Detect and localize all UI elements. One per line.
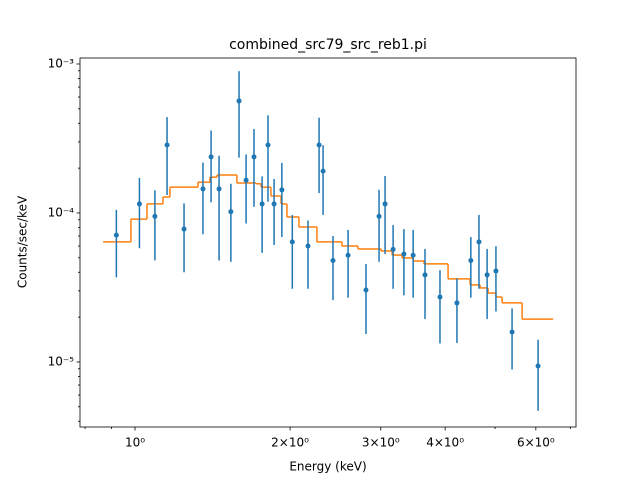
data-point [216, 186, 222, 192]
data-point [316, 142, 322, 148]
data-point [305, 243, 311, 249]
data-point [228, 209, 234, 215]
data-point [265, 142, 271, 148]
data-point [509, 329, 515, 335]
x-tick-label: 4×10⁰ [426, 436, 464, 450]
data-point [136, 201, 142, 207]
data-point [390, 246, 396, 252]
data-point [493, 268, 499, 274]
data-point [320, 168, 326, 174]
y-tick-label: 10⁻⁵ [48, 354, 75, 368]
data-point [468, 257, 474, 263]
data-point [243, 177, 249, 183]
y-tick-label: 10⁻³ [48, 56, 75, 70]
data-point [401, 251, 407, 257]
data-point [376, 213, 382, 219]
data-point [535, 363, 541, 369]
data-point [345, 252, 351, 258]
data-point [251, 154, 257, 160]
data-point [437, 294, 443, 300]
data-point [279, 187, 285, 193]
data-point [164, 142, 170, 148]
data-point [476, 239, 482, 245]
x-tick-label: 2×10⁰ [271, 436, 309, 450]
data-point [454, 300, 460, 306]
x-tick-label: 3×10⁰ [362, 436, 400, 450]
data-point [484, 272, 490, 278]
data-point [181, 226, 187, 232]
data-point [236, 98, 242, 104]
x-axis-label: Energy (keV) [289, 460, 366, 474]
data-point [382, 201, 388, 207]
data-point [363, 287, 369, 293]
y-axis-label: Counts/sec/keV [16, 195, 30, 288]
chart-title: combined_src79_src_reb1.pi [229, 37, 427, 53]
data-point [152, 213, 158, 219]
plot-frame [79, 57, 577, 428]
data-point [422, 272, 428, 278]
y-tick-label: 10⁻⁴ [48, 205, 75, 219]
data-point [208, 154, 214, 160]
data-point [259, 201, 265, 207]
data-point [113, 232, 119, 238]
data-point [330, 257, 336, 263]
data-point [271, 201, 277, 207]
x-tick-label: 10⁰ [125, 436, 145, 450]
x-tick-label: 6×10⁰ [517, 436, 555, 450]
data-point [410, 252, 416, 258]
data-point [200, 186, 206, 192]
data-point [289, 239, 295, 245]
